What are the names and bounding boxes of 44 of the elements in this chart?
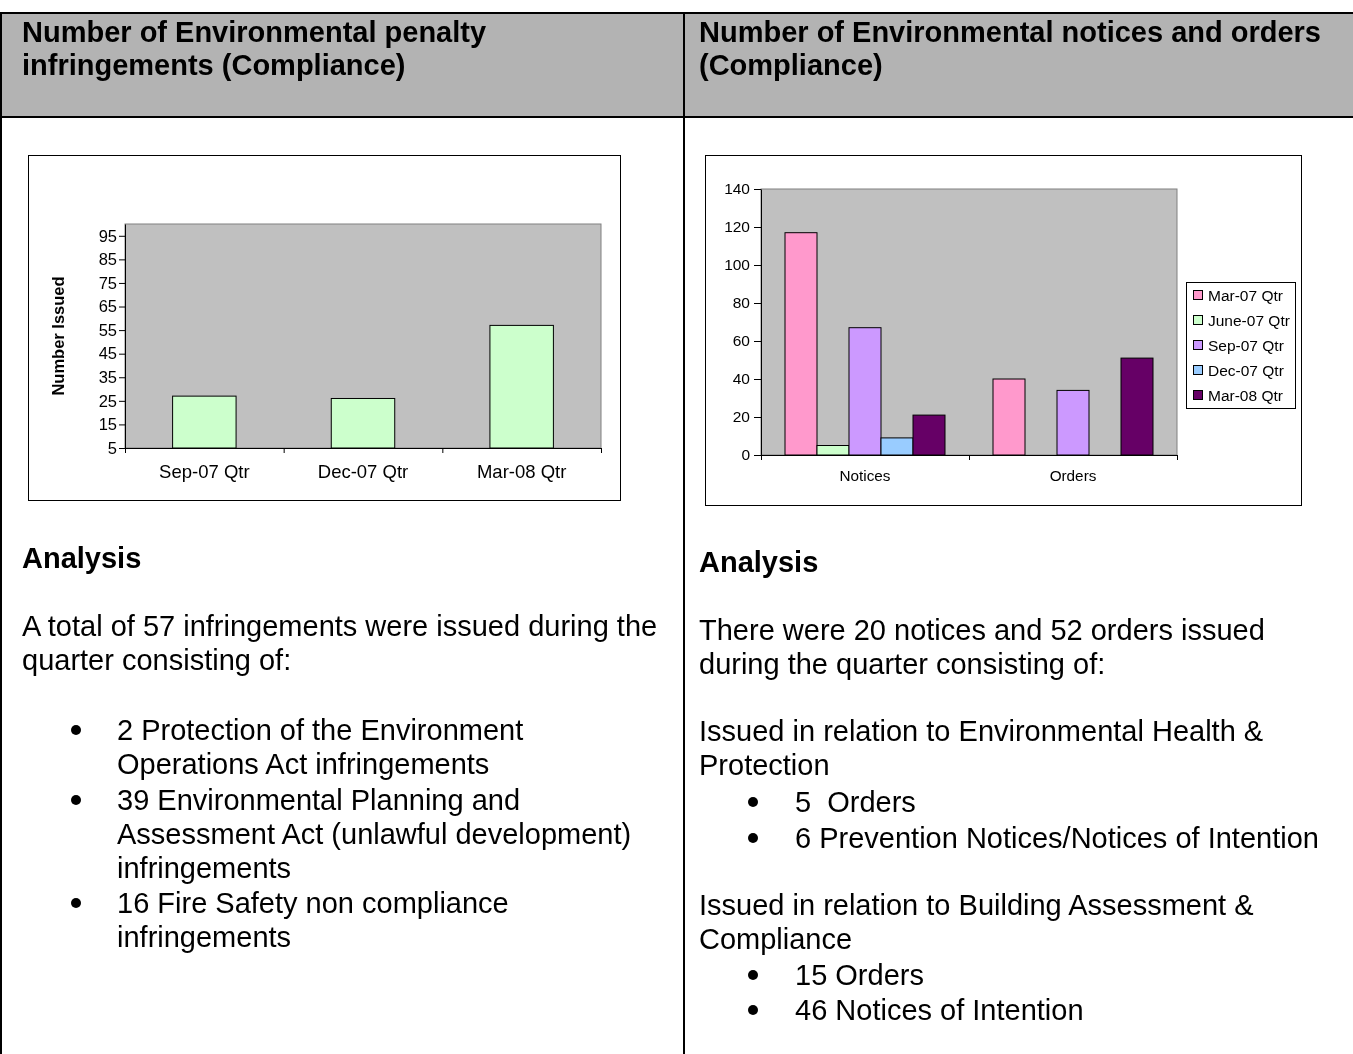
text: Issued in relation to Building Assessment & Compliance (699, 888, 1255, 956)
x-tick-label: Dec-07 Qtr (317, 461, 409, 483)
y-tick-label: 120 (724, 218, 751, 236)
legend-label: June-07 Qtr (1208, 311, 1290, 329)
y-tick-label: 40 (732, 370, 751, 388)
x-tick-label: Notices (839, 466, 891, 484)
x-tick-label: Sep-07 Qtr (159, 461, 250, 483)
y-tick-label: 80 (732, 294, 751, 312)
chart-title: Number of Environmental penalty infringements (Compliance) (22, 15, 488, 82)
text: Issued in relation to Environmental Health & Protection (699, 714, 1265, 782)
y-tick-label: 15 (98, 415, 117, 434)
y-tick-label: 95 (98, 226, 117, 245)
y-tick-label: 5 (107, 438, 117, 457)
y-tick-label: 55 (98, 320, 117, 339)
text: A total of 57 infringements were issued during the quarter consisting of: (22, 609, 659, 677)
y-tick-label: 65 (98, 297, 117, 316)
y-tick-label: 0 (741, 446, 751, 464)
text: There were 20 notices and 52 orders issued during the quarter consisting of: (699, 613, 1266, 681)
y-tick-label: 35 (98, 368, 117, 387)
x-tick-label: Orders (1049, 466, 1097, 484)
legend-label: Sep-07 Qtr (1208, 336, 1284, 354)
y-tick-label: 75 (98, 273, 117, 292)
text: 16 Fire Safety non compliance infringements (117, 886, 510, 954)
text: Analysis (22, 541, 143, 575)
y-tick-label: 85 (98, 250, 117, 269)
text: 39 Environmental Planning and Assessment Act (unlawful development) infringements (117, 783, 633, 885)
text: 6 Prevention Notices/Notices of Intention (795, 821, 1320, 855)
legend-label: Mar-07 Qtr (1208, 286, 1283, 304)
text: Analysis (699, 545, 820, 579)
legend-label: Mar-08 Qtr (1208, 386, 1283, 404)
y-tick-label: 140 (724, 180, 751, 198)
y-tick-label: 25 (98, 391, 117, 410)
legend-label: Dec-07 Qtr (1208, 361, 1284, 379)
y-tick-label: 20 (732, 408, 751, 426)
text: 2 Protection of the Environment Operations Act infringements (117, 713, 525, 781)
x-tick-label: Mar-08 Qtr (476, 461, 567, 483)
text: 46 Notices of Intention (795, 993, 1085, 1027)
text: 5 Orders (795, 785, 917, 819)
y-axis-title: Number Issued (49, 276, 67, 396)
y-tick-label: 100 (724, 256, 751, 274)
y-tick-label: 60 (732, 332, 751, 350)
y-tick-label: 45 (98, 344, 117, 363)
text: 15 Orders (795, 958, 925, 992)
chart-title: Number of Environmental notices and orders (Compliance) (699, 15, 1322, 82)
